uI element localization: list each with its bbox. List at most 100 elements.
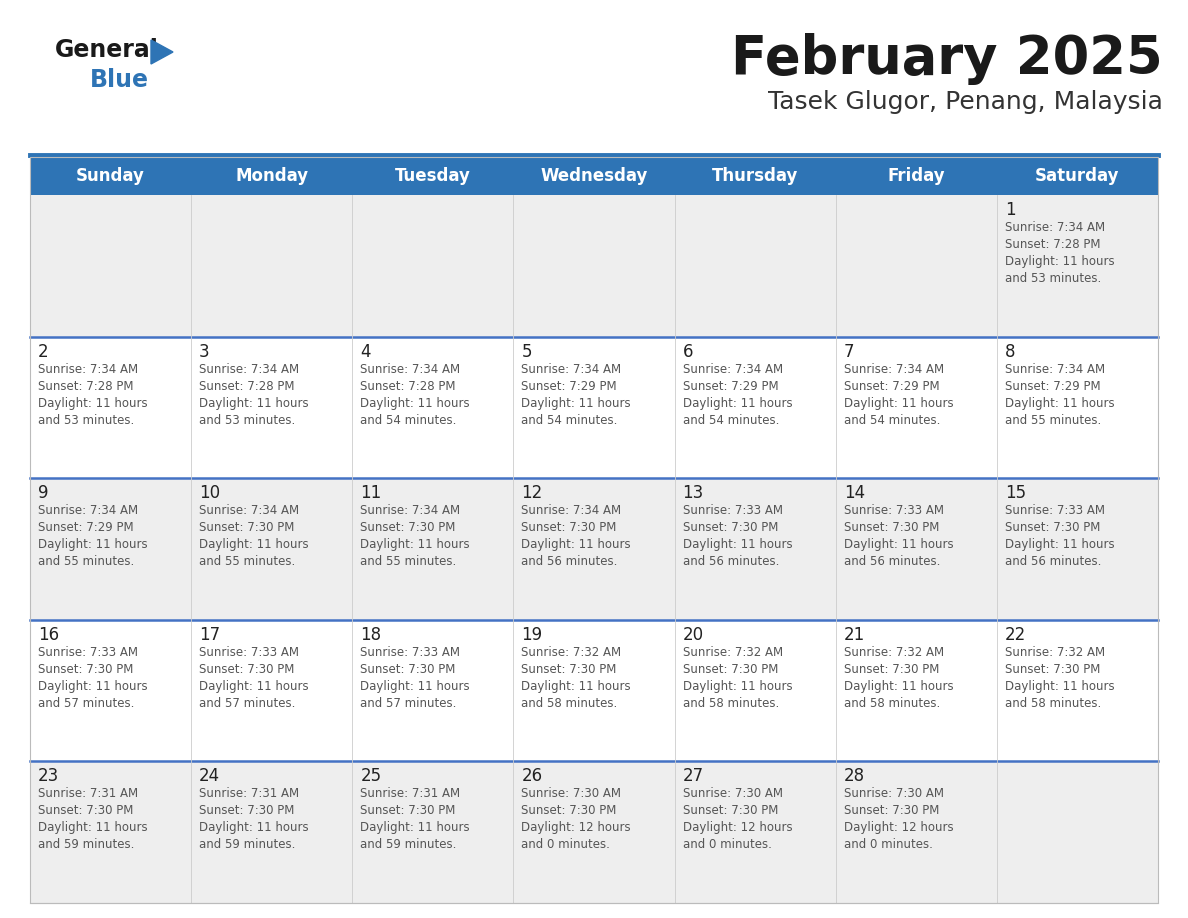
Bar — [30, 157, 1158, 195]
Text: Sunset: 7:30 PM: Sunset: 7:30 PM — [522, 804, 617, 817]
Text: Sunset: 7:28 PM: Sunset: 7:28 PM — [200, 380, 295, 393]
Text: Sunset: 7:30 PM: Sunset: 7:30 PM — [843, 663, 939, 676]
Text: Sunrise: 7:34 AM: Sunrise: 7:34 AM — [1005, 221, 1105, 234]
Text: Daylight: 11 hours: Daylight: 11 hours — [200, 822, 309, 834]
Text: Daylight: 11 hours: Daylight: 11 hours — [1005, 538, 1114, 551]
Text: Sunset: 7:30 PM: Sunset: 7:30 PM — [360, 804, 456, 817]
Text: and 57 minutes.: and 57 minutes. — [38, 697, 134, 710]
Text: Sunday: Sunday — [76, 167, 145, 185]
Text: Sunrise: 7:33 AM: Sunrise: 7:33 AM — [200, 645, 299, 659]
Text: Sunrise: 7:30 AM: Sunrise: 7:30 AM — [683, 788, 783, 800]
Text: Daylight: 11 hours: Daylight: 11 hours — [200, 680, 309, 693]
Text: Daylight: 12 hours: Daylight: 12 hours — [683, 822, 792, 834]
Text: and 56 minutes.: and 56 minutes. — [522, 555, 618, 568]
Text: Sunrise: 7:33 AM: Sunrise: 7:33 AM — [38, 645, 138, 659]
Text: Daylight: 12 hours: Daylight: 12 hours — [522, 822, 631, 834]
Text: Sunset: 7:30 PM: Sunset: 7:30 PM — [843, 804, 939, 817]
Text: 9: 9 — [38, 484, 49, 502]
Text: 7: 7 — [843, 342, 854, 361]
Text: Daylight: 11 hours: Daylight: 11 hours — [522, 538, 631, 551]
Text: 24: 24 — [200, 767, 220, 786]
Text: Daylight: 11 hours: Daylight: 11 hours — [360, 397, 470, 409]
Text: and 54 minutes.: and 54 minutes. — [360, 414, 456, 427]
Text: Sunrise: 7:34 AM: Sunrise: 7:34 AM — [522, 363, 621, 375]
Text: 4: 4 — [360, 342, 371, 361]
Text: and 54 minutes.: and 54 minutes. — [683, 414, 779, 427]
Text: Daylight: 11 hours: Daylight: 11 hours — [1005, 680, 1114, 693]
Text: Wednesday: Wednesday — [541, 167, 647, 185]
Text: Daylight: 11 hours: Daylight: 11 hours — [38, 538, 147, 551]
Text: 18: 18 — [360, 626, 381, 644]
Text: Daylight: 11 hours: Daylight: 11 hours — [843, 538, 953, 551]
Text: Sunset: 7:30 PM: Sunset: 7:30 PM — [522, 521, 617, 534]
Text: and 56 minutes.: and 56 minutes. — [843, 555, 940, 568]
Text: 10: 10 — [200, 484, 220, 502]
Text: Sunrise: 7:34 AM: Sunrise: 7:34 AM — [38, 504, 138, 517]
Text: Sunset: 7:28 PM: Sunset: 7:28 PM — [38, 380, 133, 393]
Text: Daylight: 12 hours: Daylight: 12 hours — [843, 822, 953, 834]
Text: 19: 19 — [522, 626, 543, 644]
Text: and 55 minutes.: and 55 minutes. — [360, 555, 456, 568]
Text: 17: 17 — [200, 626, 220, 644]
Text: Sunset: 7:29 PM: Sunset: 7:29 PM — [38, 521, 133, 534]
Text: Sunset: 7:30 PM: Sunset: 7:30 PM — [360, 663, 456, 676]
Text: Sunrise: 7:33 AM: Sunrise: 7:33 AM — [360, 645, 460, 659]
Text: Daylight: 11 hours: Daylight: 11 hours — [683, 397, 792, 409]
Text: Daylight: 11 hours: Daylight: 11 hours — [843, 397, 953, 409]
Text: 28: 28 — [843, 767, 865, 786]
Text: and 56 minutes.: and 56 minutes. — [1005, 555, 1101, 568]
Text: Sunrise: 7:34 AM: Sunrise: 7:34 AM — [360, 363, 461, 375]
Text: Sunset: 7:30 PM: Sunset: 7:30 PM — [38, 663, 133, 676]
Bar — [30, 157, 1158, 903]
Text: Daylight: 11 hours: Daylight: 11 hours — [683, 538, 792, 551]
Text: Sunset: 7:30 PM: Sunset: 7:30 PM — [843, 521, 939, 534]
Text: and 0 minutes.: and 0 minutes. — [843, 838, 933, 851]
Text: Daylight: 11 hours: Daylight: 11 hours — [360, 822, 470, 834]
Text: Daylight: 11 hours: Daylight: 11 hours — [200, 538, 309, 551]
Text: and 57 minutes.: and 57 minutes. — [200, 697, 296, 710]
Text: 22: 22 — [1005, 626, 1026, 644]
Text: and 58 minutes.: and 58 minutes. — [843, 697, 940, 710]
Text: Sunrise: 7:34 AM: Sunrise: 7:34 AM — [360, 504, 461, 517]
Text: and 54 minutes.: and 54 minutes. — [843, 414, 940, 427]
Text: and 58 minutes.: and 58 minutes. — [522, 697, 618, 710]
Bar — [30, 478, 1158, 620]
Text: Tasek Glugor, Penang, Malaysia: Tasek Glugor, Penang, Malaysia — [769, 90, 1163, 114]
Text: Sunset: 7:30 PM: Sunset: 7:30 PM — [200, 663, 295, 676]
Text: Sunset: 7:29 PM: Sunset: 7:29 PM — [843, 380, 940, 393]
Text: 2: 2 — [38, 342, 49, 361]
Text: 27: 27 — [683, 767, 703, 786]
Text: Sunrise: 7:34 AM: Sunrise: 7:34 AM — [683, 363, 783, 375]
Text: Sunset: 7:30 PM: Sunset: 7:30 PM — [683, 663, 778, 676]
Text: 21: 21 — [843, 626, 865, 644]
Text: Sunset: 7:28 PM: Sunset: 7:28 PM — [360, 380, 456, 393]
Text: Sunset: 7:30 PM: Sunset: 7:30 PM — [1005, 521, 1100, 534]
Text: Blue: Blue — [90, 68, 148, 92]
Text: Saturday: Saturday — [1035, 167, 1119, 185]
Bar — [30, 195, 1158, 337]
Text: Daylight: 11 hours: Daylight: 11 hours — [522, 680, 631, 693]
Text: 26: 26 — [522, 767, 543, 786]
Text: and 55 minutes.: and 55 minutes. — [38, 555, 134, 568]
Text: and 59 minutes.: and 59 minutes. — [38, 838, 134, 851]
Text: and 53 minutes.: and 53 minutes. — [1005, 272, 1101, 285]
Text: and 57 minutes.: and 57 minutes. — [360, 697, 456, 710]
Text: 14: 14 — [843, 484, 865, 502]
Text: 12: 12 — [522, 484, 543, 502]
Text: 16: 16 — [38, 626, 59, 644]
Text: Daylight: 11 hours: Daylight: 11 hours — [1005, 397, 1114, 409]
Text: Sunrise: 7:32 AM: Sunrise: 7:32 AM — [843, 645, 943, 659]
Text: Sunset: 7:30 PM: Sunset: 7:30 PM — [683, 804, 778, 817]
Text: Sunrise: 7:31 AM: Sunrise: 7:31 AM — [38, 788, 138, 800]
Text: Sunset: 7:30 PM: Sunset: 7:30 PM — [200, 804, 295, 817]
Text: 13: 13 — [683, 484, 703, 502]
Text: Friday: Friday — [887, 167, 946, 185]
Text: Sunrise: 7:34 AM: Sunrise: 7:34 AM — [38, 363, 138, 375]
Bar — [30, 620, 1158, 761]
Text: and 55 minutes.: and 55 minutes. — [200, 555, 296, 568]
Text: Sunrise: 7:34 AM: Sunrise: 7:34 AM — [522, 504, 621, 517]
Text: 1: 1 — [1005, 201, 1016, 219]
Text: Sunrise: 7:33 AM: Sunrise: 7:33 AM — [843, 504, 943, 517]
Bar — [30, 761, 1158, 903]
Text: Daylight: 11 hours: Daylight: 11 hours — [360, 538, 470, 551]
